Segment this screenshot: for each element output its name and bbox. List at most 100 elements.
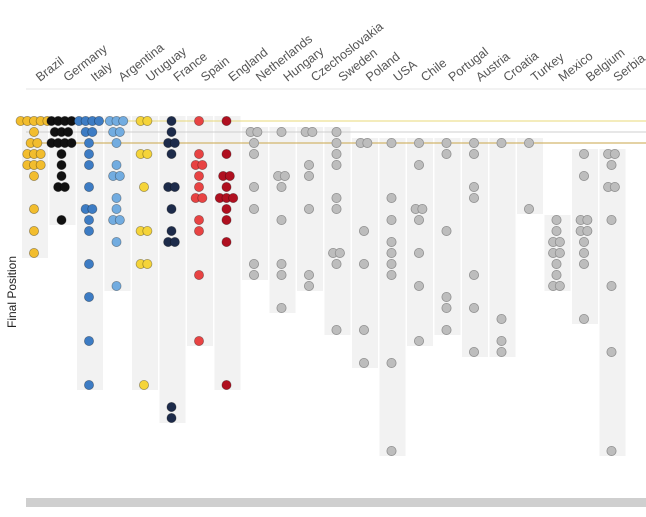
point-chile: [413, 247, 424, 258]
point-mexico: [554, 280, 565, 291]
point-czechoslovakia: [303, 269, 314, 280]
point-croatia: [496, 346, 507, 357]
point-usa: [386, 236, 397, 247]
point-mexico: [551, 258, 562, 269]
point-austria: [468, 192, 479, 203]
point-hungary: [276, 302, 287, 313]
point-spain: [193, 214, 204, 225]
point-turkey: [524, 137, 535, 148]
point-chile: [413, 335, 424, 346]
point-england: [221, 214, 232, 225]
country-label-chile: Chile: [418, 56, 449, 85]
point-brazil: [28, 127, 39, 138]
point-italy: [84, 291, 95, 302]
point-england: [221, 148, 232, 159]
point-spain: [193, 148, 204, 159]
point-argentina: [118, 116, 129, 127]
point-czechoslovakia: [307, 127, 318, 138]
point-england: [221, 379, 232, 390]
point-mexico: [554, 247, 565, 258]
point-germany: [56, 148, 67, 159]
point-usa: [386, 258, 397, 269]
point-italy: [84, 335, 95, 346]
point-sweden: [334, 247, 345, 258]
point-sweden: [331, 324, 342, 335]
point-spain: [193, 170, 204, 181]
point-poland: [358, 324, 369, 335]
range-band-turkey: [517, 138, 543, 214]
point-poland: [358, 225, 369, 236]
point-spain: [193, 181, 204, 192]
point-serbia: [609, 148, 620, 159]
point-france: [169, 236, 180, 247]
point-serbia: [606, 214, 617, 225]
point-uruguay: [142, 148, 153, 159]
point-sweden: [331, 137, 342, 148]
point-czechoslovakia: [303, 159, 314, 170]
point-netherlands: [248, 137, 259, 148]
point-hungary: [276, 258, 287, 269]
range-band-france: [159, 116, 186, 423]
point-portugal: [441, 324, 452, 335]
point-usa: [386, 269, 397, 280]
point-france: [169, 137, 180, 148]
point-italy: [84, 148, 95, 159]
point-spain: [193, 116, 204, 127]
point-usa: [386, 445, 397, 456]
point-croatia: [496, 137, 507, 148]
point-brazil: [28, 170, 39, 181]
point-uruguay: [142, 225, 153, 236]
point-italy: [84, 181, 95, 192]
range-band-brazil: [22, 116, 48, 258]
point-argentina: [111, 159, 122, 170]
point-argentina: [111, 137, 122, 148]
range-band-portugal: [434, 138, 461, 335]
point-netherlands: [248, 181, 259, 192]
point-italy: [84, 214, 95, 225]
point-austria: [468, 137, 479, 148]
point-hungary: [276, 214, 287, 225]
point-turkey: [524, 203, 535, 214]
point-portugal: [441, 302, 452, 313]
point-serbia: [606, 346, 617, 357]
bottom-bar: [26, 498, 646, 507]
point-poland: [358, 357, 369, 368]
point-mexico: [551, 225, 562, 236]
point-france: [166, 412, 177, 423]
point-portugal: [441, 148, 452, 159]
point-spain: [197, 159, 208, 170]
point-usa: [386, 357, 397, 368]
point-spain: [193, 225, 204, 236]
point-brazil: [35, 148, 46, 159]
point-austria: [468, 148, 479, 159]
point-brazil: [28, 203, 39, 214]
point-belgium: [582, 214, 593, 225]
point-argentina: [111, 280, 122, 291]
point-uruguay: [138, 181, 149, 192]
point-germany: [56, 170, 67, 181]
data-points: [15, 116, 620, 456]
point-usa: [386, 192, 397, 203]
point-france: [166, 116, 177, 127]
point-england: [224, 170, 235, 181]
point-usa: [386, 214, 397, 225]
point-croatia: [496, 313, 507, 324]
point-mexico: [551, 214, 562, 225]
point-brazil: [28, 225, 39, 236]
point-france: [166, 401, 177, 412]
point-italy: [87, 203, 98, 214]
point-italy: [94, 116, 105, 127]
point-usa: [386, 247, 397, 258]
point-netherlands: [248, 269, 259, 280]
point-france: [169, 181, 180, 192]
range-band-uruguay: [132, 116, 158, 390]
point-portugal: [441, 225, 452, 236]
point-netherlands: [252, 127, 263, 138]
point-czechoslovakia: [303, 280, 314, 291]
point-hungary: [276, 269, 287, 280]
point-belgium: [579, 258, 590, 269]
point-sweden: [331, 192, 342, 203]
point-sweden: [331, 127, 342, 138]
